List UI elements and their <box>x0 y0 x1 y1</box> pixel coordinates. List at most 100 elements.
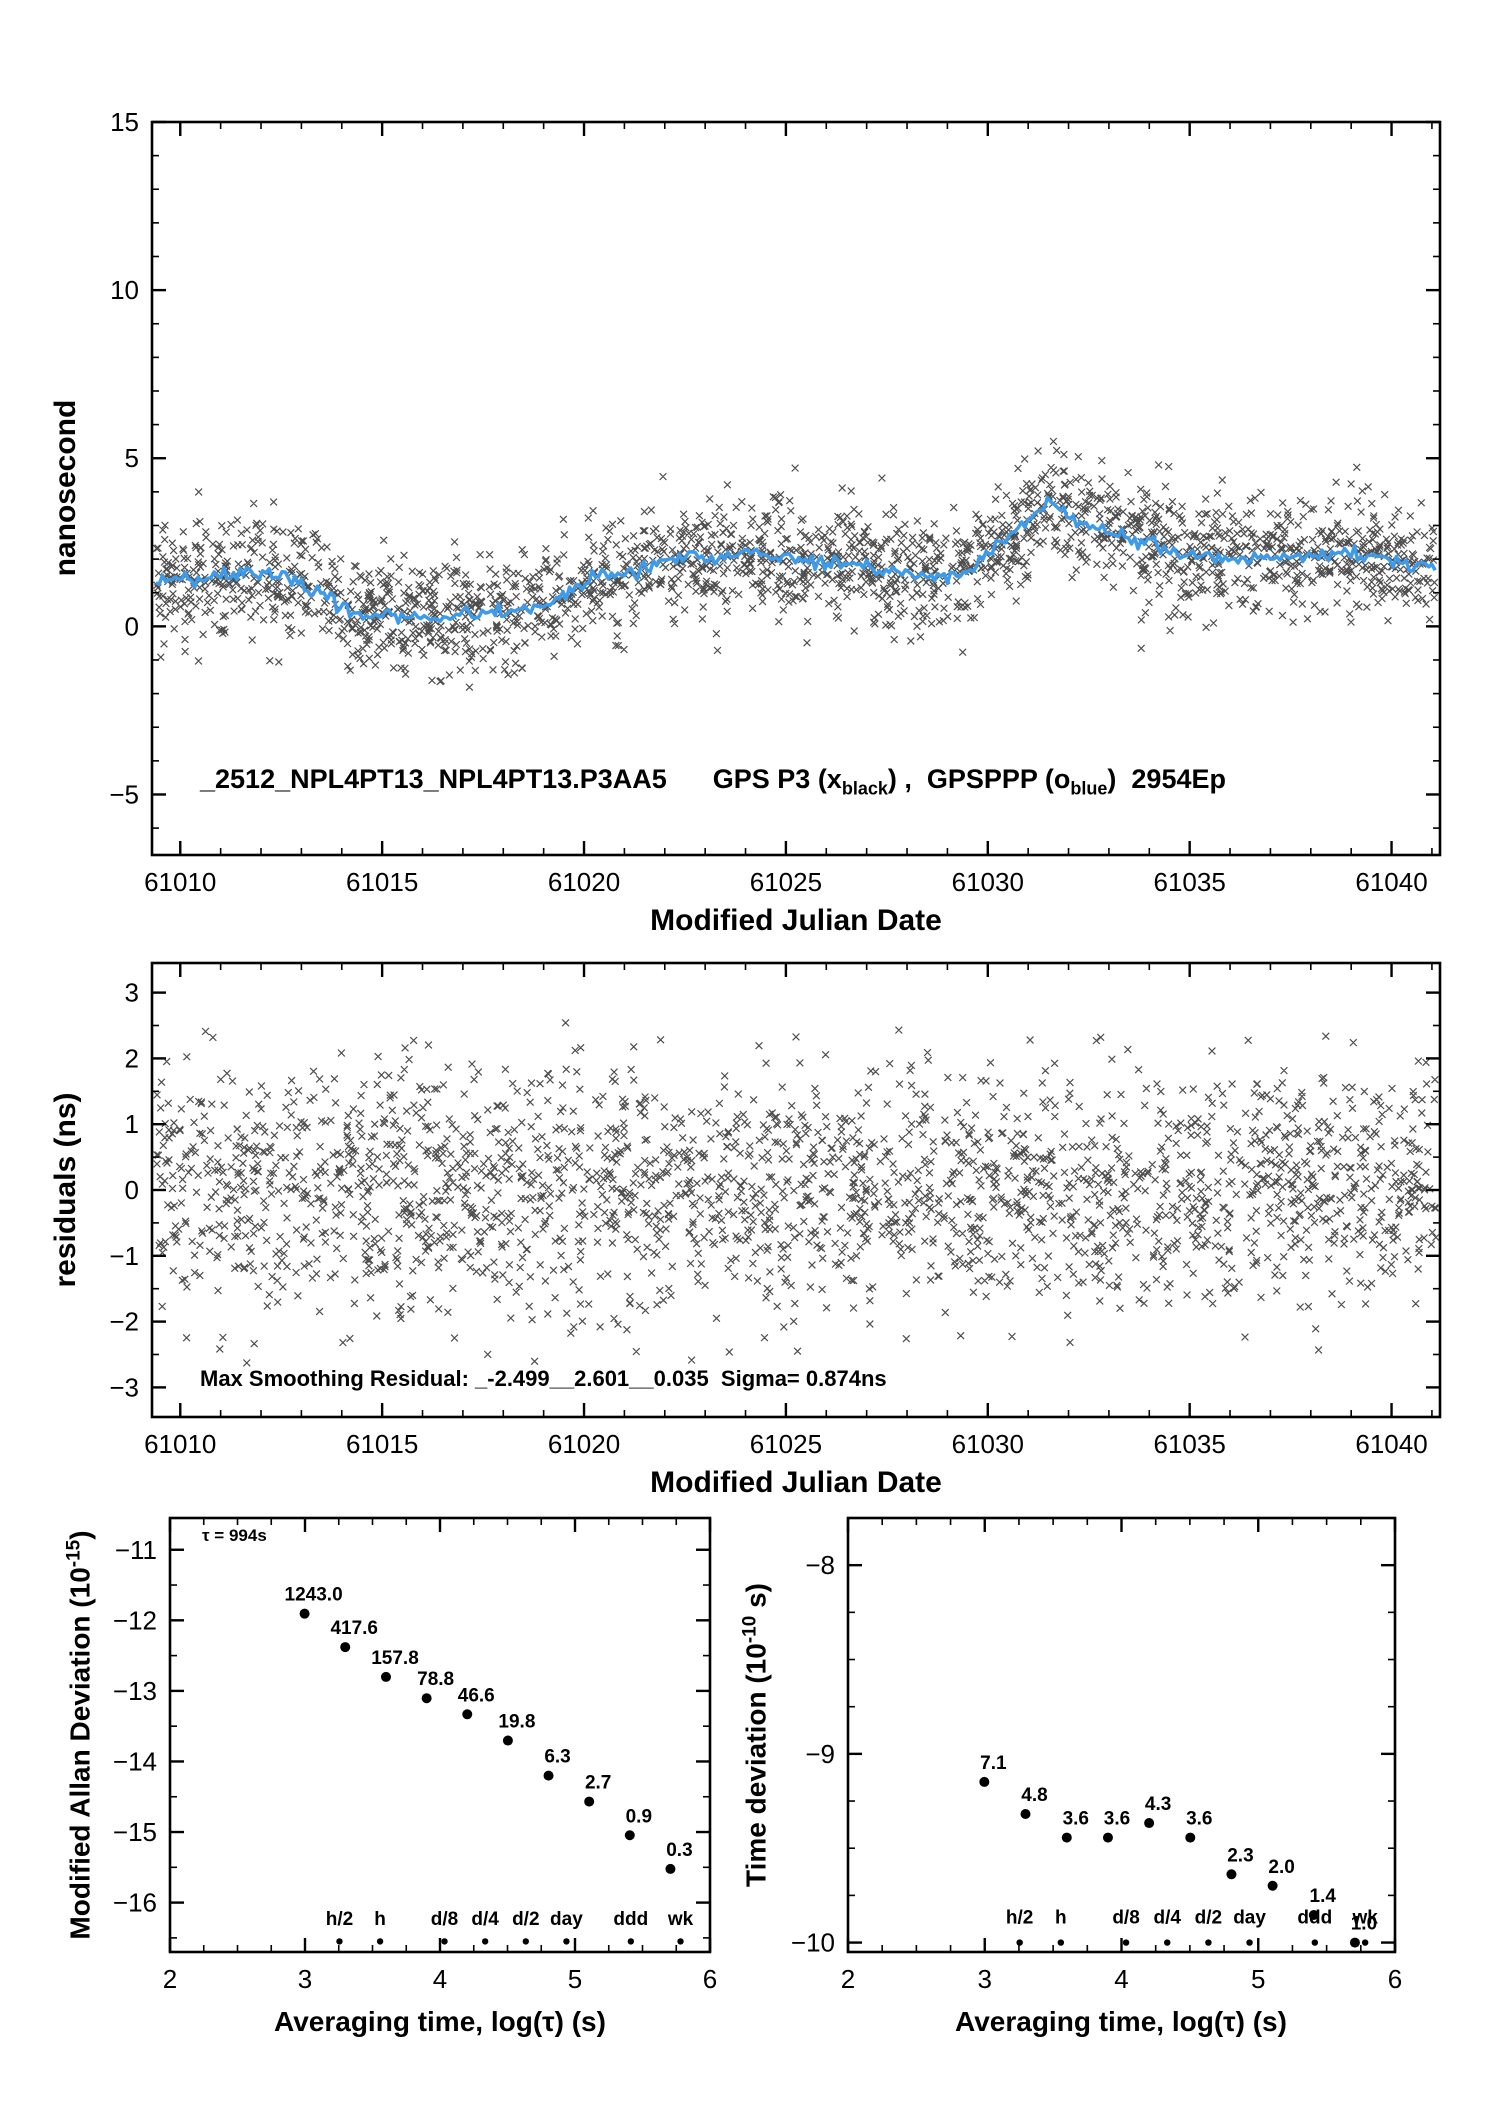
svg-text:−3: −3 <box>109 1372 139 1402</box>
svg-text:4: 4 <box>433 1964 447 1994</box>
top-chart-title: _2512_NPL4PT13_NPL4PT13.P3AA5 GPS P3 (xbl… <box>200 764 1226 799</box>
svg-text:3: 3 <box>298 1964 312 1994</box>
gps-comparison-chart: 61010 61015 61020 61025 61030 61035 61040 −5 0 5 1… <box>109 107 1442 897</box>
svg-text:0: 0 <box>125 1175 139 1205</box>
svg-text:1.4: 1.4 <box>1310 1886 1337 1907</box>
tdev-x-axis-label: Averaging time, log(τ) (s) <box>955 2006 1287 2037</box>
svg-text:1.0: 1.0 <box>1351 1914 1377 1935</box>
svg-text:78.8: 78.8 <box>417 1669 454 1690</box>
svg-text:6.3: 6.3 <box>544 1747 570 1768</box>
svg-text:−14: −14 <box>113 1746 157 1776</box>
tdev-y-axis-label-text: Time deviation (10 <box>740 1643 772 1887</box>
title-suffix: ) 2954Ep <box>1107 764 1226 794</box>
svg-text:4.8: 4.8 <box>1021 1785 1047 1806</box>
svg-text:h: h <box>374 1909 386 1930</box>
svg-text:61020: 61020 <box>548 867 620 897</box>
svg-text:−8: −8 <box>805 1550 835 1580</box>
svg-text:6: 6 <box>703 1964 717 1994</box>
svg-text:2.3: 2.3 <box>1227 1845 1253 1866</box>
svg-text:d/8: d/8 <box>431 1909 458 1930</box>
svg-text:0.3: 0.3 <box>666 1840 692 1861</box>
title-series-2: ) , GPSPPP (o <box>887 764 1071 794</box>
svg-text:61015: 61015 <box>346 1429 418 1459</box>
svg-text:3.6: 3.6 <box>1104 1809 1130 1830</box>
svg-text:157.8: 157.8 <box>371 1648 419 1669</box>
svg-text:−1: −1 <box>109 1241 139 1271</box>
svg-text:15: 15 <box>110 107 139 137</box>
svg-text:h: h <box>1055 1908 1067 1929</box>
svg-text:4: 4 <box>1114 1964 1128 1994</box>
svg-text:d/2: d/2 <box>512 1909 539 1930</box>
svg-text:−11: −11 <box>115 1535 157 1565</box>
svg-text:−2: −2 <box>109 1307 139 1337</box>
svg-text:61040: 61040 <box>1355 1429 1427 1459</box>
residuals-x-axis-label: Modified Julian Date <box>650 1466 942 1499</box>
svg-text:61025: 61025 <box>750 1429 822 1459</box>
svg-text:2: 2 <box>125 1043 139 1073</box>
svg-text:−5: −5 <box>109 779 139 809</box>
svg-text:3.6: 3.6 <box>1063 1809 1089 1830</box>
mdev-y-axis-label-text: Modified Allan Deviation (10 <box>64 1567 96 1940</box>
svg-text:61040: 61040 <box>1355 867 1427 897</box>
title-series-1-marker: black <box>841 778 888 799</box>
tdev-y-axis-label-exponent: -10 <box>739 1615 761 1644</box>
svg-text:61035: 61035 <box>1154 1429 1226 1459</box>
svg-text:61030: 61030 <box>952 867 1024 897</box>
svg-text:61030: 61030 <box>952 1429 1024 1459</box>
svg-text:2: 2 <box>163 1964 177 1994</box>
tau-annotation: τ = 994s <box>202 1526 267 1545</box>
svg-text:−13: −13 <box>113 1676 157 1706</box>
svg-text:−12: −12 <box>113 1605 157 1635</box>
tdev-y-axis-label: Time deviation (10-10 s) <box>739 1583 772 1887</box>
svg-text:10: 10 <box>110 275 139 305</box>
top-y-axis-label: nanosecond <box>49 399 82 577</box>
svg-text:2.7: 2.7 <box>585 1773 611 1794</box>
svg-text:h/2: h/2 <box>1006 1908 1033 1929</box>
svg-text:ddd: ddd <box>613 1909 648 1930</box>
svg-text:417.6: 417.6 <box>330 1618 378 1639</box>
svg-text:−15: −15 <box>113 1817 157 1847</box>
residuals-data <box>153 1018 1440 1367</box>
svg-text:5: 5 <box>1251 1964 1265 1994</box>
svg-text:3: 3 <box>978 1964 992 1994</box>
svg-text:3.6: 3.6 <box>1186 1809 1212 1830</box>
svg-text:−16: −16 <box>113 1888 157 1918</box>
svg-text:d/4: d/4 <box>471 1909 499 1930</box>
mdev-y-axis-label-close: ) <box>64 1530 96 1540</box>
svg-text:day: day <box>550 1909 583 1930</box>
svg-text:61015: 61015 <box>346 867 418 897</box>
title-series-2-marker: blue <box>1070 778 1108 799</box>
svg-text:61010: 61010 <box>144 1429 216 1459</box>
mdev-y-axis-label-exponent: -15 <box>63 1539 85 1568</box>
mdev-x-axis-label: Averaging time, log(τ) (s) <box>274 2006 606 2037</box>
svg-text:d/4: d/4 <box>1154 1908 1182 1929</box>
svg-text:61020: 61020 <box>548 1429 620 1459</box>
svg-text:day: day <box>1233 1908 1266 1929</box>
svg-text:1: 1 <box>125 1109 139 1139</box>
svg-text:−9: −9 <box>805 1739 835 1769</box>
residuals-y-axis-label: residuals (ns) <box>49 1092 82 1288</box>
svg-text:61010: 61010 <box>144 867 216 897</box>
svg-text:19.8: 19.8 <box>498 1712 535 1733</box>
svg-text:4.3: 4.3 <box>1145 1794 1171 1815</box>
svg-text:−10: −10 <box>791 1928 835 1958</box>
top-x-axis-label: Modified Julian Date <box>650 904 942 937</box>
tdev-y-axis-label-close: s) <box>740 1583 772 1616</box>
mdev-chart: 2 3 4 5 6 −16 −15 −14 −13 −12 −11 h/2 h d/8 d/4 d/2 day d… <box>113 1516 717 1994</box>
svg-text:3: 3 <box>125 978 139 1008</box>
svg-text:0.9: 0.9 <box>626 1806 652 1827</box>
residuals-chart: 61010 61015 61020 61025 61030 61035 61040 −3 −2 −… <box>109 961 1442 1459</box>
svg-text:1243.0: 1243.0 <box>285 1585 343 1606</box>
svg-text:61025: 61025 <box>750 867 822 897</box>
svg-text:d/2: d/2 <box>1195 1908 1222 1929</box>
residual-stats-note: Max Smoothing Residual: _-2.499__2.601__… <box>200 1366 887 1391</box>
svg-text:0: 0 <box>125 611 139 641</box>
title-series-1: GPS P3 (x <box>712 764 842 794</box>
svg-text:wk: wk <box>1351 1908 1378 1929</box>
tdev-chart: 23456−10−9−8h/2hd/8d/4d/2daydddwk7.14.83… <box>791 1516 1402 1994</box>
svg-text:5: 5 <box>568 1964 582 1994</box>
svg-text:46.6: 46.6 <box>458 1685 495 1706</box>
gps-comparison-data <box>152 437 1439 692</box>
